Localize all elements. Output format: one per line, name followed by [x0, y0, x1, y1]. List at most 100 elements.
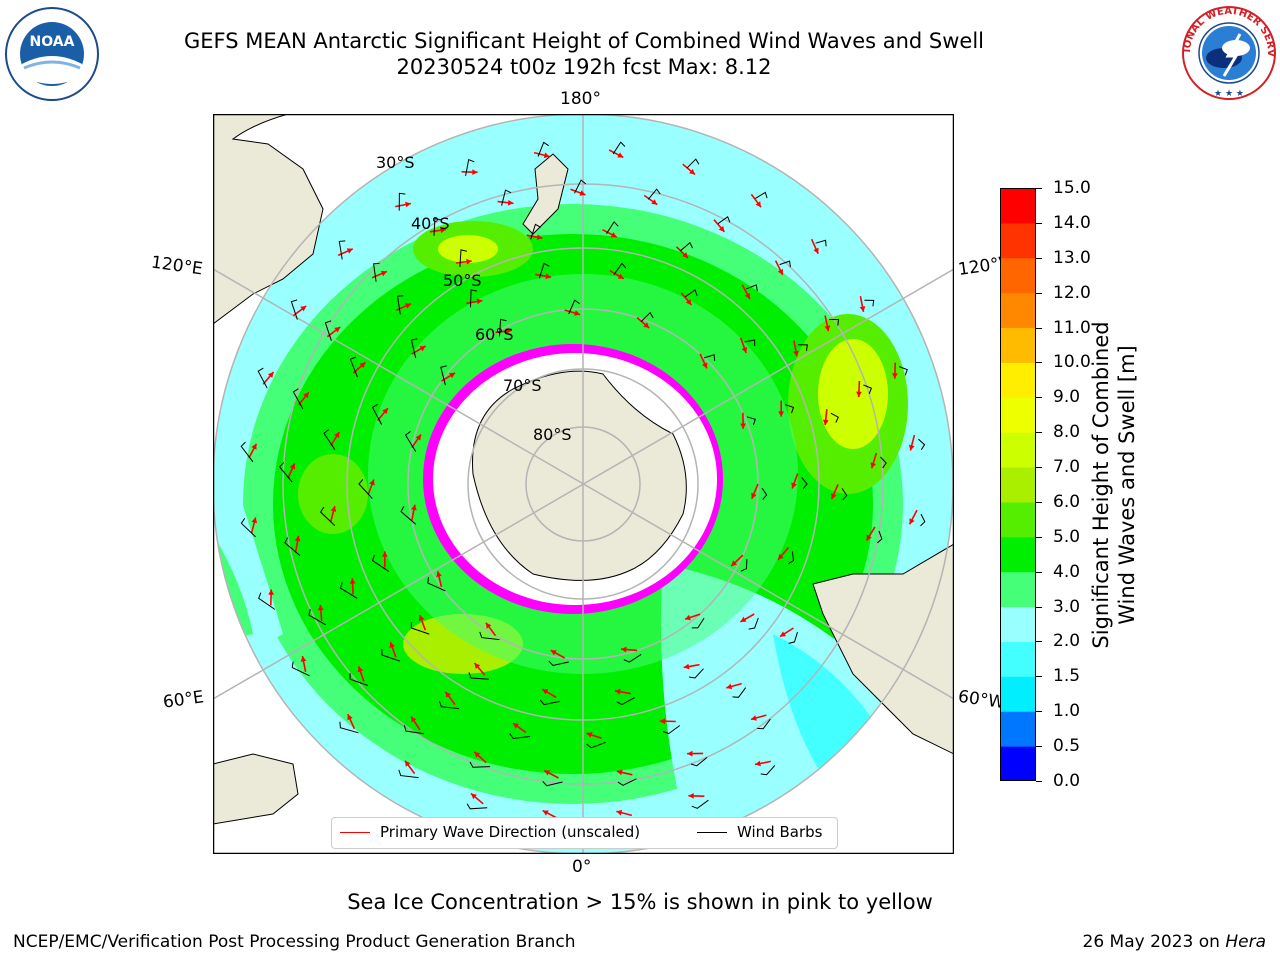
wave-arrow-head — [755, 760, 761, 767]
wave-arrow-head — [687, 750, 693, 757]
colorbar-tick-label: 15.0 — [1053, 178, 1091, 198]
wave-arrow-head — [616, 769, 623, 776]
wave-arrow-head — [651, 199, 658, 205]
wave-arrow-head — [740, 423, 746, 429]
colorbar-segment — [1000, 432, 1036, 468]
colorbar-tick-label: 12.0 — [1053, 282, 1091, 303]
wind-barb — [349, 673, 369, 686]
colorbar-tick-label: 8.0 — [1053, 422, 1081, 443]
africa-land — [213, 753, 299, 825]
lon-label-60e: 60°E — [161, 687, 206, 713]
colorbar-tick — [1036, 606, 1042, 608]
wind-barb — [410, 338, 418, 359]
wind-barb — [433, 218, 441, 236]
wave-arrow-head — [755, 201, 761, 208]
wind-barb — [732, 687, 747, 698]
wave-arrow-head — [824, 325, 831, 332]
wave-arrow-head — [793, 350, 799, 357]
wind-barb — [371, 554, 390, 572]
colorbar-tick — [1036, 327, 1042, 329]
wave-arrow-head — [405, 201, 411, 208]
colorbar-segment — [1000, 222, 1036, 259]
noaa-logo-text: NOAA — [30, 34, 75, 50]
wave-arrow-head — [822, 419, 829, 426]
colorbar-label: Significant Height of Combined Wind Waves… — [1088, 321, 1140, 648]
colorbar-label-line: Wind Waves and Swell [m] — [1115, 345, 1139, 625]
wind-barb — [801, 477, 808, 489]
wind-barb — [797, 344, 808, 351]
wave-arrow-head — [544, 770, 551, 776]
wind-barb — [539, 699, 561, 706]
wind-barb — [612, 141, 626, 155]
colorbar-segment — [1000, 571, 1036, 608]
colorbar-tick-label: 5.0 — [1053, 526, 1081, 547]
wind-barb — [680, 241, 694, 252]
wave-arrow-head — [359, 362, 366, 369]
wave-arrow-head — [542, 689, 549, 695]
wind-barb — [918, 438, 926, 450]
wind-barb — [468, 672, 489, 680]
wind-barb — [779, 260, 791, 268]
wind-barb — [466, 803, 488, 810]
wave-arrow-head — [909, 518, 915, 525]
lat-label-40s: 40°S — [411, 214, 450, 233]
colorbar — [1000, 188, 1036, 782]
wave-arrow-head — [471, 793, 477, 800]
wave-arrow-head — [380, 270, 387, 277]
wind-barb — [373, 262, 380, 282]
colorbar-tick — [1036, 711, 1042, 713]
wave-arrow-head — [908, 444, 915, 451]
wave-arrow-head — [856, 391, 862, 397]
wave-arrow-head — [586, 732, 593, 738]
wind-barb-swatch — [697, 831, 727, 833]
wind-barb — [469, 761, 491, 768]
wave-arrow-head — [831, 493, 837, 500]
wind-barb — [257, 367, 268, 389]
colorbar-tick-label: 0.5 — [1053, 736, 1081, 757]
colorbar-tick — [1036, 501, 1042, 503]
colorbar-segment — [1000, 501, 1036, 538]
colorbar-tick-label: 1.5 — [1053, 666, 1081, 687]
map-panel: 30°S 40°S 50°S 60°S 70°S 80°S — [213, 114, 954, 854]
wind-barb — [740, 559, 748, 572]
wave-arrow-head — [294, 535, 301, 542]
wind-barb — [863, 384, 873, 394]
latitude-labels: 30°S 40°S 50°S 60°S 70°S 80°S — [376, 153, 572, 444]
colorbar-tick — [1036, 676, 1042, 678]
wave-arrow-head — [268, 589, 274, 595]
wind-barb — [403, 725, 424, 735]
colorbar-tick — [1036, 292, 1042, 294]
wind-barb — [278, 462, 293, 483]
wave-arrow-head — [512, 723, 519, 729]
wave-arrow-head — [418, 615, 425, 621]
wind-barb — [829, 319, 840, 326]
wave-arrow-head — [300, 656, 307, 662]
colorbar-tick-label: 7.0 — [1053, 457, 1081, 478]
wave-arrow-head — [405, 303, 411, 309]
wave-arrow-head — [751, 715, 757, 721]
wind-barb — [748, 617, 759, 630]
wind-barb — [358, 479, 373, 499]
colorbar-tick-label: 14.0 — [1053, 212, 1091, 233]
wave-arrow-head — [389, 642, 395, 648]
wave-arrow-head — [267, 372, 274, 378]
wind-barb — [240, 518, 256, 538]
lat-label-50s: 50°S — [443, 271, 482, 290]
colorbar-tick — [1036, 188, 1042, 189]
colorbar-tick-label: 13.0 — [1053, 247, 1091, 268]
colorbar-tick — [1036, 257, 1042, 259]
wave-arrow-head — [485, 622, 492, 629]
wave-arrow-head — [682, 252, 688, 258]
colorbar-tick — [1036, 362, 1042, 364]
wave-arrow-head — [251, 443, 257, 450]
wind-barb — [899, 366, 908, 376]
wind-barb — [691, 617, 705, 629]
wave-arrow-head — [683, 663, 690, 670]
wind-barb — [501, 189, 512, 206]
wave-arrow-head — [476, 298, 483, 305]
wind-barb — [744, 339, 756, 347]
svg-text:★ ★ ★: ★ ★ ★ — [1214, 89, 1244, 99]
wave-arrow-head — [621, 646, 627, 653]
sea-ice-note: Sea Ice Concentration > 15% is shown in … — [347, 890, 933, 914]
wave-arrow-head — [474, 663, 481, 669]
